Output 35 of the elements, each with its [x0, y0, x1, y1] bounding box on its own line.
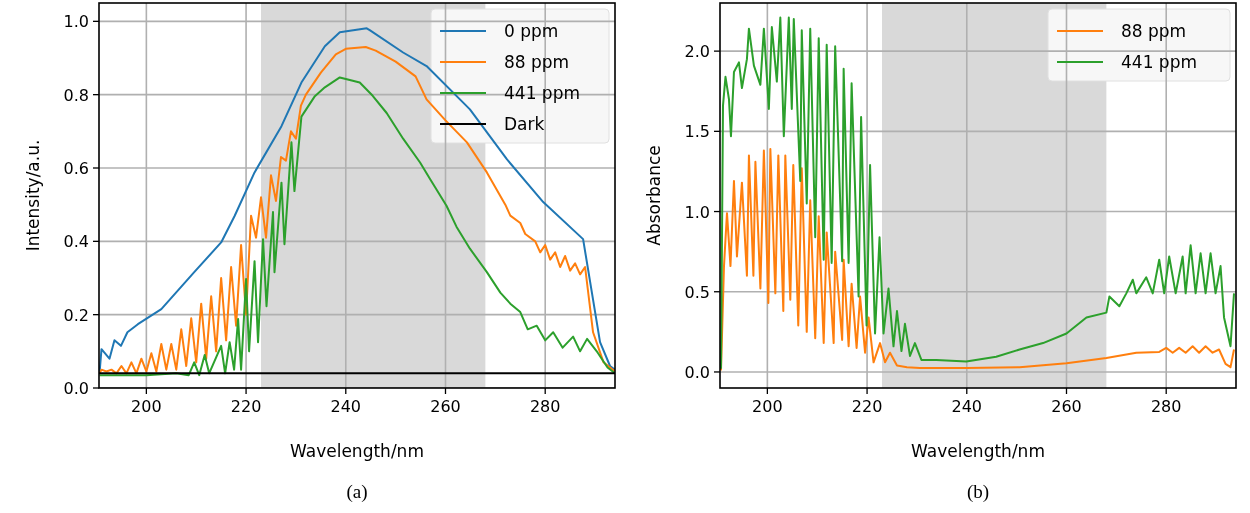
x-axis-title: Wavelength/nm: [911, 441, 1045, 461]
y-tick-label: 0.2: [63, 305, 89, 325]
legend-label: 0 ppm: [504, 21, 559, 41]
y-axis-title: Absorbance: [644, 145, 664, 246]
text: (a): [346, 481, 368, 503]
y-axis-title: Intensity/a.u.: [23, 139, 43, 252]
y-tick-label: 0.5: [684, 282, 710, 302]
x-tick-label: 240: [330, 397, 362, 416]
y-tick-label: 1.0: [63, 12, 89, 32]
y-tick-label: 2.0: [684, 42, 710, 62]
y-tick-label: 0.0: [63, 379, 89, 398]
legend-label: 88 ppm: [1121, 21, 1187, 41]
y-tick-label: 1.0: [684, 202, 710, 222]
x-tick-label: 220: [230, 397, 262, 416]
x-tick-label: 220: [851, 397, 883, 416]
y-tick-label: 0.6: [63, 159, 89, 178]
x-tick-label: 260: [430, 397, 461, 416]
x-tick-label: 200: [131, 397, 162, 416]
x-tick-label: 280: [529, 397, 561, 416]
x-tick-label: 240: [951, 397, 983, 416]
line-series: [720, 147, 1236, 372]
x-tick-label: 260: [1051, 397, 1082, 416]
y-tick-label: 0.0: [684, 362, 710, 382]
legend-label: 441 ppm: [504, 83, 580, 103]
line-series: [720, 16, 1236, 370]
x-axis-title: Wavelength/nm: [290, 441, 424, 461]
y-tick-label: 1.5: [684, 122, 710, 142]
x-tick-label: 280: [1150, 397, 1182, 416]
text: (b): [966, 481, 990, 503]
legend-label: 441 ppm: [1121, 52, 1197, 72]
y-tick-label: 0.8: [63, 85, 89, 105]
legend-label: 88 ppm: [504, 52, 570, 72]
y-tick-label: 0.4: [63, 232, 89, 252]
legend-label: Dark: [504, 114, 545, 134]
x-tick-label: 200: [752, 397, 783, 416]
